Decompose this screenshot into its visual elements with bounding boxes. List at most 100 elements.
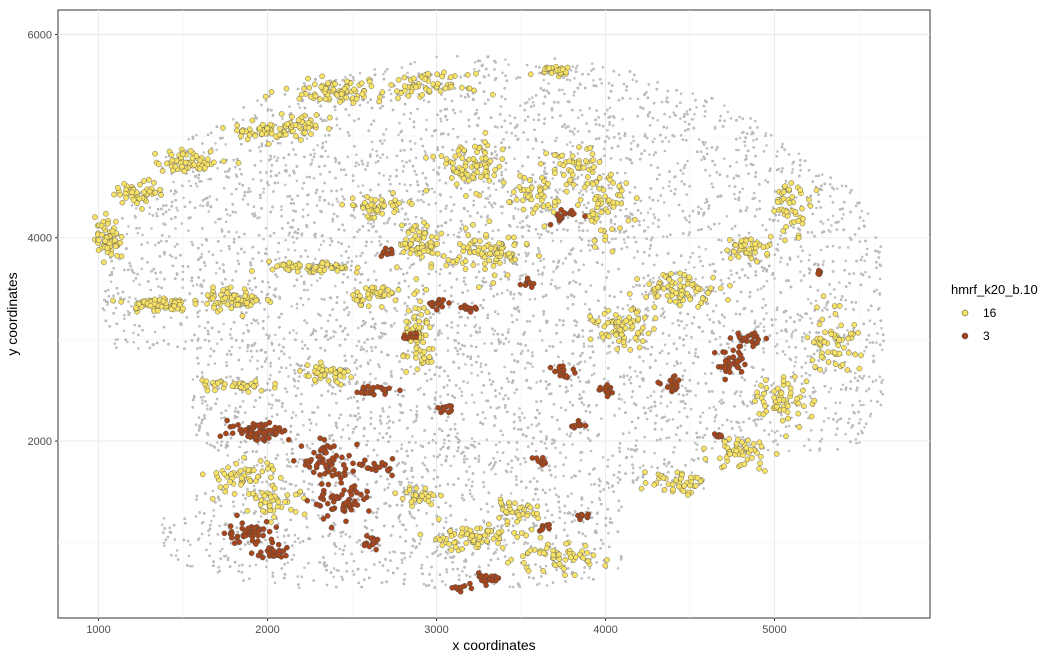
background-point <box>372 221 376 224</box>
background-point <box>270 415 274 418</box>
background-point <box>218 267 221 270</box>
background-point <box>515 478 518 482</box>
background-point <box>684 386 687 390</box>
background-point <box>875 341 878 344</box>
background-point <box>764 132 768 135</box>
background-point <box>208 195 212 198</box>
background-point <box>446 336 450 340</box>
background-point <box>585 190 588 193</box>
background-point <box>127 300 130 303</box>
background-point <box>311 442 314 446</box>
background-point <box>514 455 517 458</box>
background-point <box>639 211 643 215</box>
background-point <box>508 114 512 117</box>
background-point <box>488 378 491 382</box>
background-point <box>146 241 149 244</box>
background-point <box>881 348 884 352</box>
background-point <box>258 301 262 305</box>
background-point <box>779 434 783 437</box>
background-point <box>306 288 309 292</box>
background-point <box>393 550 397 554</box>
background-point <box>387 219 390 222</box>
background-point <box>226 454 230 457</box>
background-point <box>569 378 573 382</box>
background-point <box>284 366 288 370</box>
background-point <box>127 225 130 228</box>
background-point <box>527 252 530 255</box>
background-point <box>200 532 204 536</box>
background-point <box>320 326 323 330</box>
background-point <box>421 83 425 87</box>
background-point <box>439 117 442 121</box>
background-point <box>516 225 519 229</box>
background-point <box>578 229 581 232</box>
background-point <box>409 365 413 369</box>
background-point <box>568 129 572 133</box>
background-point <box>309 163 312 167</box>
background-point <box>434 391 438 394</box>
background-point <box>195 133 198 137</box>
background-point <box>776 306 779 309</box>
background-point <box>694 351 697 355</box>
background-point <box>355 344 358 348</box>
plot-panel <box>57 9 931 619</box>
background-point <box>477 460 481 463</box>
background-point <box>496 450 499 454</box>
background-point <box>428 368 431 372</box>
background-point <box>622 238 626 241</box>
background-point <box>506 288 509 292</box>
background-point <box>524 251 527 255</box>
background-point <box>869 399 873 403</box>
background-point <box>167 208 171 212</box>
background-point <box>126 340 129 344</box>
background-point <box>561 360 565 363</box>
background-point <box>563 511 567 515</box>
background-point <box>598 496 601 500</box>
background-point <box>397 133 400 137</box>
background-point <box>669 401 672 404</box>
background-point <box>370 549 373 552</box>
background-point <box>827 228 830 232</box>
background-point <box>189 184 193 188</box>
background-point <box>542 148 546 152</box>
background-point <box>221 283 225 286</box>
background-point <box>402 523 406 527</box>
background-point <box>755 380 758 383</box>
background-point <box>606 379 610 383</box>
background-point <box>386 422 389 425</box>
background-point <box>710 182 713 186</box>
background-point <box>665 436 668 440</box>
background-point <box>315 423 318 426</box>
background-point <box>282 441 285 444</box>
background-point <box>563 92 566 96</box>
background-point <box>544 516 547 519</box>
background-point <box>514 134 517 138</box>
background-point <box>438 374 441 378</box>
background-point <box>240 368 244 371</box>
background-point <box>730 273 733 277</box>
background-point <box>288 356 291 359</box>
background-point <box>483 342 486 345</box>
background-point <box>433 190 436 194</box>
background-point <box>438 284 441 287</box>
background-point <box>646 309 650 312</box>
background-point <box>646 136 649 140</box>
background-point <box>878 292 881 295</box>
background-point <box>170 172 173 176</box>
background-point <box>703 372 707 375</box>
background-point <box>269 365 272 368</box>
background-point <box>494 472 497 476</box>
background-point <box>116 338 119 341</box>
background-point <box>355 255 358 258</box>
background-point <box>241 118 245 122</box>
background-point <box>310 283 313 287</box>
background-point <box>364 321 367 324</box>
background-point <box>134 207 138 210</box>
background-point <box>666 405 669 408</box>
background-point <box>318 516 322 520</box>
background-point <box>248 359 252 362</box>
background-point <box>684 268 687 272</box>
background-point <box>500 211 504 215</box>
background-point <box>230 345 234 349</box>
background-point <box>662 310 666 314</box>
